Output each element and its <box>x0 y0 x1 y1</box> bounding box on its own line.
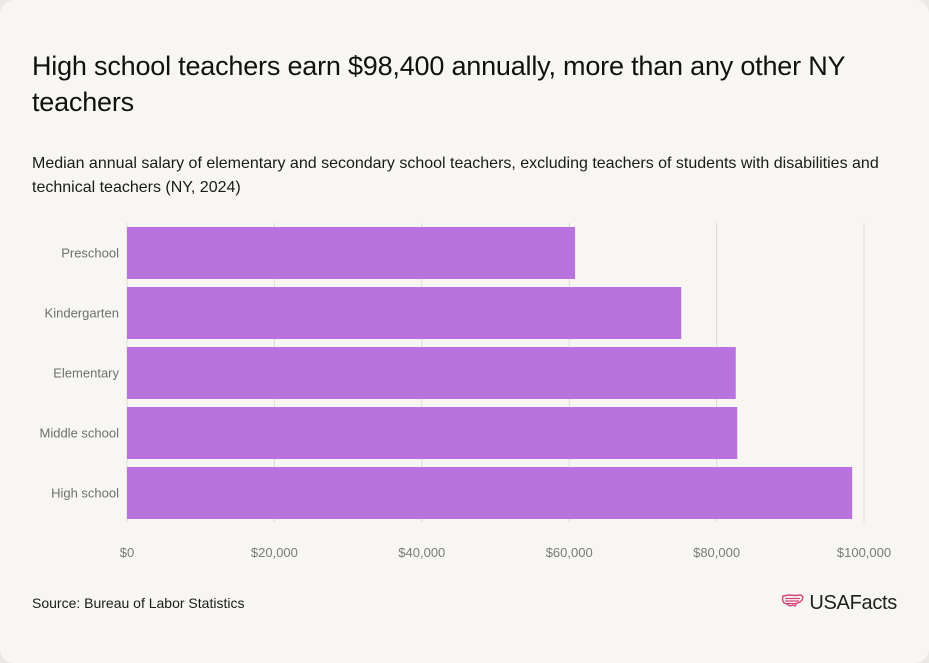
bar <box>127 467 853 519</box>
category-label: Middle school <box>40 426 120 441</box>
category-label: Preschool <box>61 246 119 261</box>
category-label: Elementary <box>53 366 119 381</box>
x-tick-label: $100,000 <box>837 545 891 560</box>
bar <box>127 407 738 459</box>
x-tick-label: $40,000 <box>398 545 445 560</box>
x-tick-label: $0 <box>120 545 134 560</box>
usa-flag-map-icon <box>781 593 805 614</box>
category-label: Kindergarten <box>45 306 119 321</box>
source-note: Source: Bureau of Labor Statistics <box>32 595 245 611</box>
category-label: High school <box>51 486 119 501</box>
x-tick-label: $80,000 <box>693 545 740 560</box>
chart-subtitle: Median annual salary of elementary and s… <box>32 155 879 196</box>
bar <box>127 227 576 279</box>
usafacts-logo: USAFacts <box>781 592 897 615</box>
x-tick-label: $20,000 <box>251 545 298 560</box>
chart-title: High school teachers earn $98,400 annual… <box>32 51 845 117</box>
bar <box>127 347 736 399</box>
x-tick-label: $60,000 <box>546 545 593 560</box>
bar <box>127 287 682 339</box>
brand-name: USAFacts <box>809 592 897 614</box>
